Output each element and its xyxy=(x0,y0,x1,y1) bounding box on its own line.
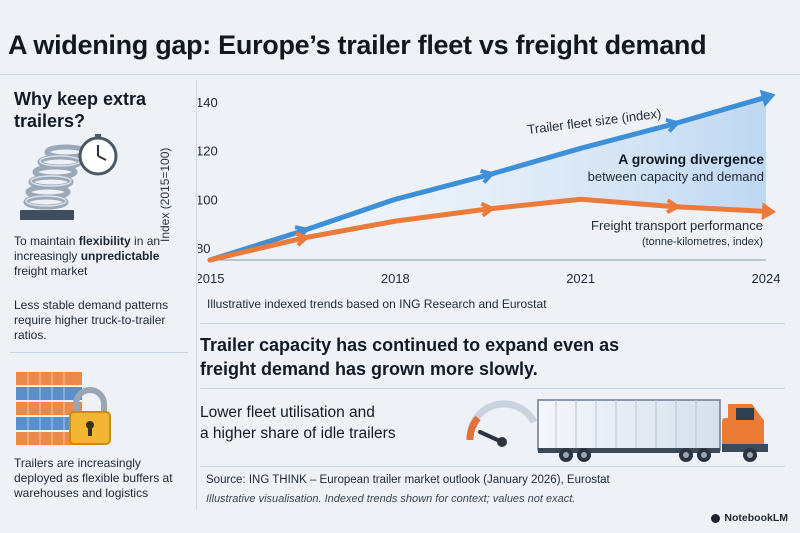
series-line xyxy=(207,94,769,263)
lower-separator xyxy=(200,466,785,467)
headline-line-2: freight demand has grown more slowly. xyxy=(200,359,538,379)
brand-name: NotebookLM xyxy=(724,512,788,524)
chart-separator xyxy=(200,323,785,324)
spring-clock-icon xyxy=(20,134,118,220)
left-separator xyxy=(10,352,188,353)
y-tick-label: 80 xyxy=(198,241,210,256)
x-tick-label: 2015 xyxy=(198,271,224,286)
page-title: A widening gap: Europe’s trailer fleet v… xyxy=(8,30,707,60)
gauge-icon xyxy=(466,400,538,447)
source-text: Source: ING THINK – European trailer mar… xyxy=(206,474,610,486)
series-label-freight: Freight transport performance xyxy=(591,218,763,233)
truck-trailer-icon xyxy=(537,399,768,462)
chart-caption: Illustrative indexed trends based on ING… xyxy=(207,297,547,311)
utilisation-line-2: a higher share of idle trailers xyxy=(200,425,396,442)
demand-text: Less stable demand patterns require high… xyxy=(14,298,169,342)
y-tick-label: 120 xyxy=(198,144,218,159)
trend-chart: Index (2015=100) 20152018202120248010012… xyxy=(198,89,781,286)
why-heading: Why keep extra trailers? xyxy=(14,89,147,131)
annotation-title: A growing divergence xyxy=(618,151,764,167)
title-divider xyxy=(0,74,800,75)
series-point xyxy=(665,117,681,133)
series-point xyxy=(666,198,682,215)
x-tick-label: 2018 xyxy=(381,271,410,286)
headline-line-1: Trailer capacity has continued to expand… xyxy=(200,335,620,355)
series-point xyxy=(480,168,496,184)
y-tick-label: 100 xyxy=(198,192,218,207)
brand-logo-icon xyxy=(711,513,721,523)
y-axis-title: Index (2015=100) xyxy=(158,147,172,242)
x-tick-label: 2021 xyxy=(566,271,595,286)
x-tick-label: 2024 xyxy=(752,271,781,286)
stacked-trailers-lock-icon xyxy=(16,372,111,445)
series-label-freight-sub: (tonne-kilometres, index) xyxy=(642,236,763,248)
annotation-text: between capacity and demand xyxy=(588,169,764,184)
buffer-text: Trailers are increasingly deployed as fl… xyxy=(14,456,173,500)
series-line xyxy=(207,196,769,263)
series-point xyxy=(480,201,496,218)
sidebar-divider xyxy=(196,80,197,510)
series-end-arrow xyxy=(759,89,776,108)
headline: Trailer capacity has continued to expand… xyxy=(200,333,619,381)
brand-mark: NotebookLM xyxy=(711,512,788,524)
headline-separator xyxy=(200,388,785,389)
utilisation-line-1: Lower fleet utilisation and xyxy=(200,404,375,421)
series-point xyxy=(294,231,311,247)
series-end-arrow xyxy=(761,202,776,221)
y-tick-label: 140 xyxy=(198,95,218,110)
utilisation-text: Lower fleet utilisation and a higher sha… xyxy=(200,402,396,444)
note-text: Illustrative visualisation. Indexed tren… xyxy=(206,493,576,505)
flexibility-text: To maintain flexibility in an increasing… xyxy=(14,234,161,278)
